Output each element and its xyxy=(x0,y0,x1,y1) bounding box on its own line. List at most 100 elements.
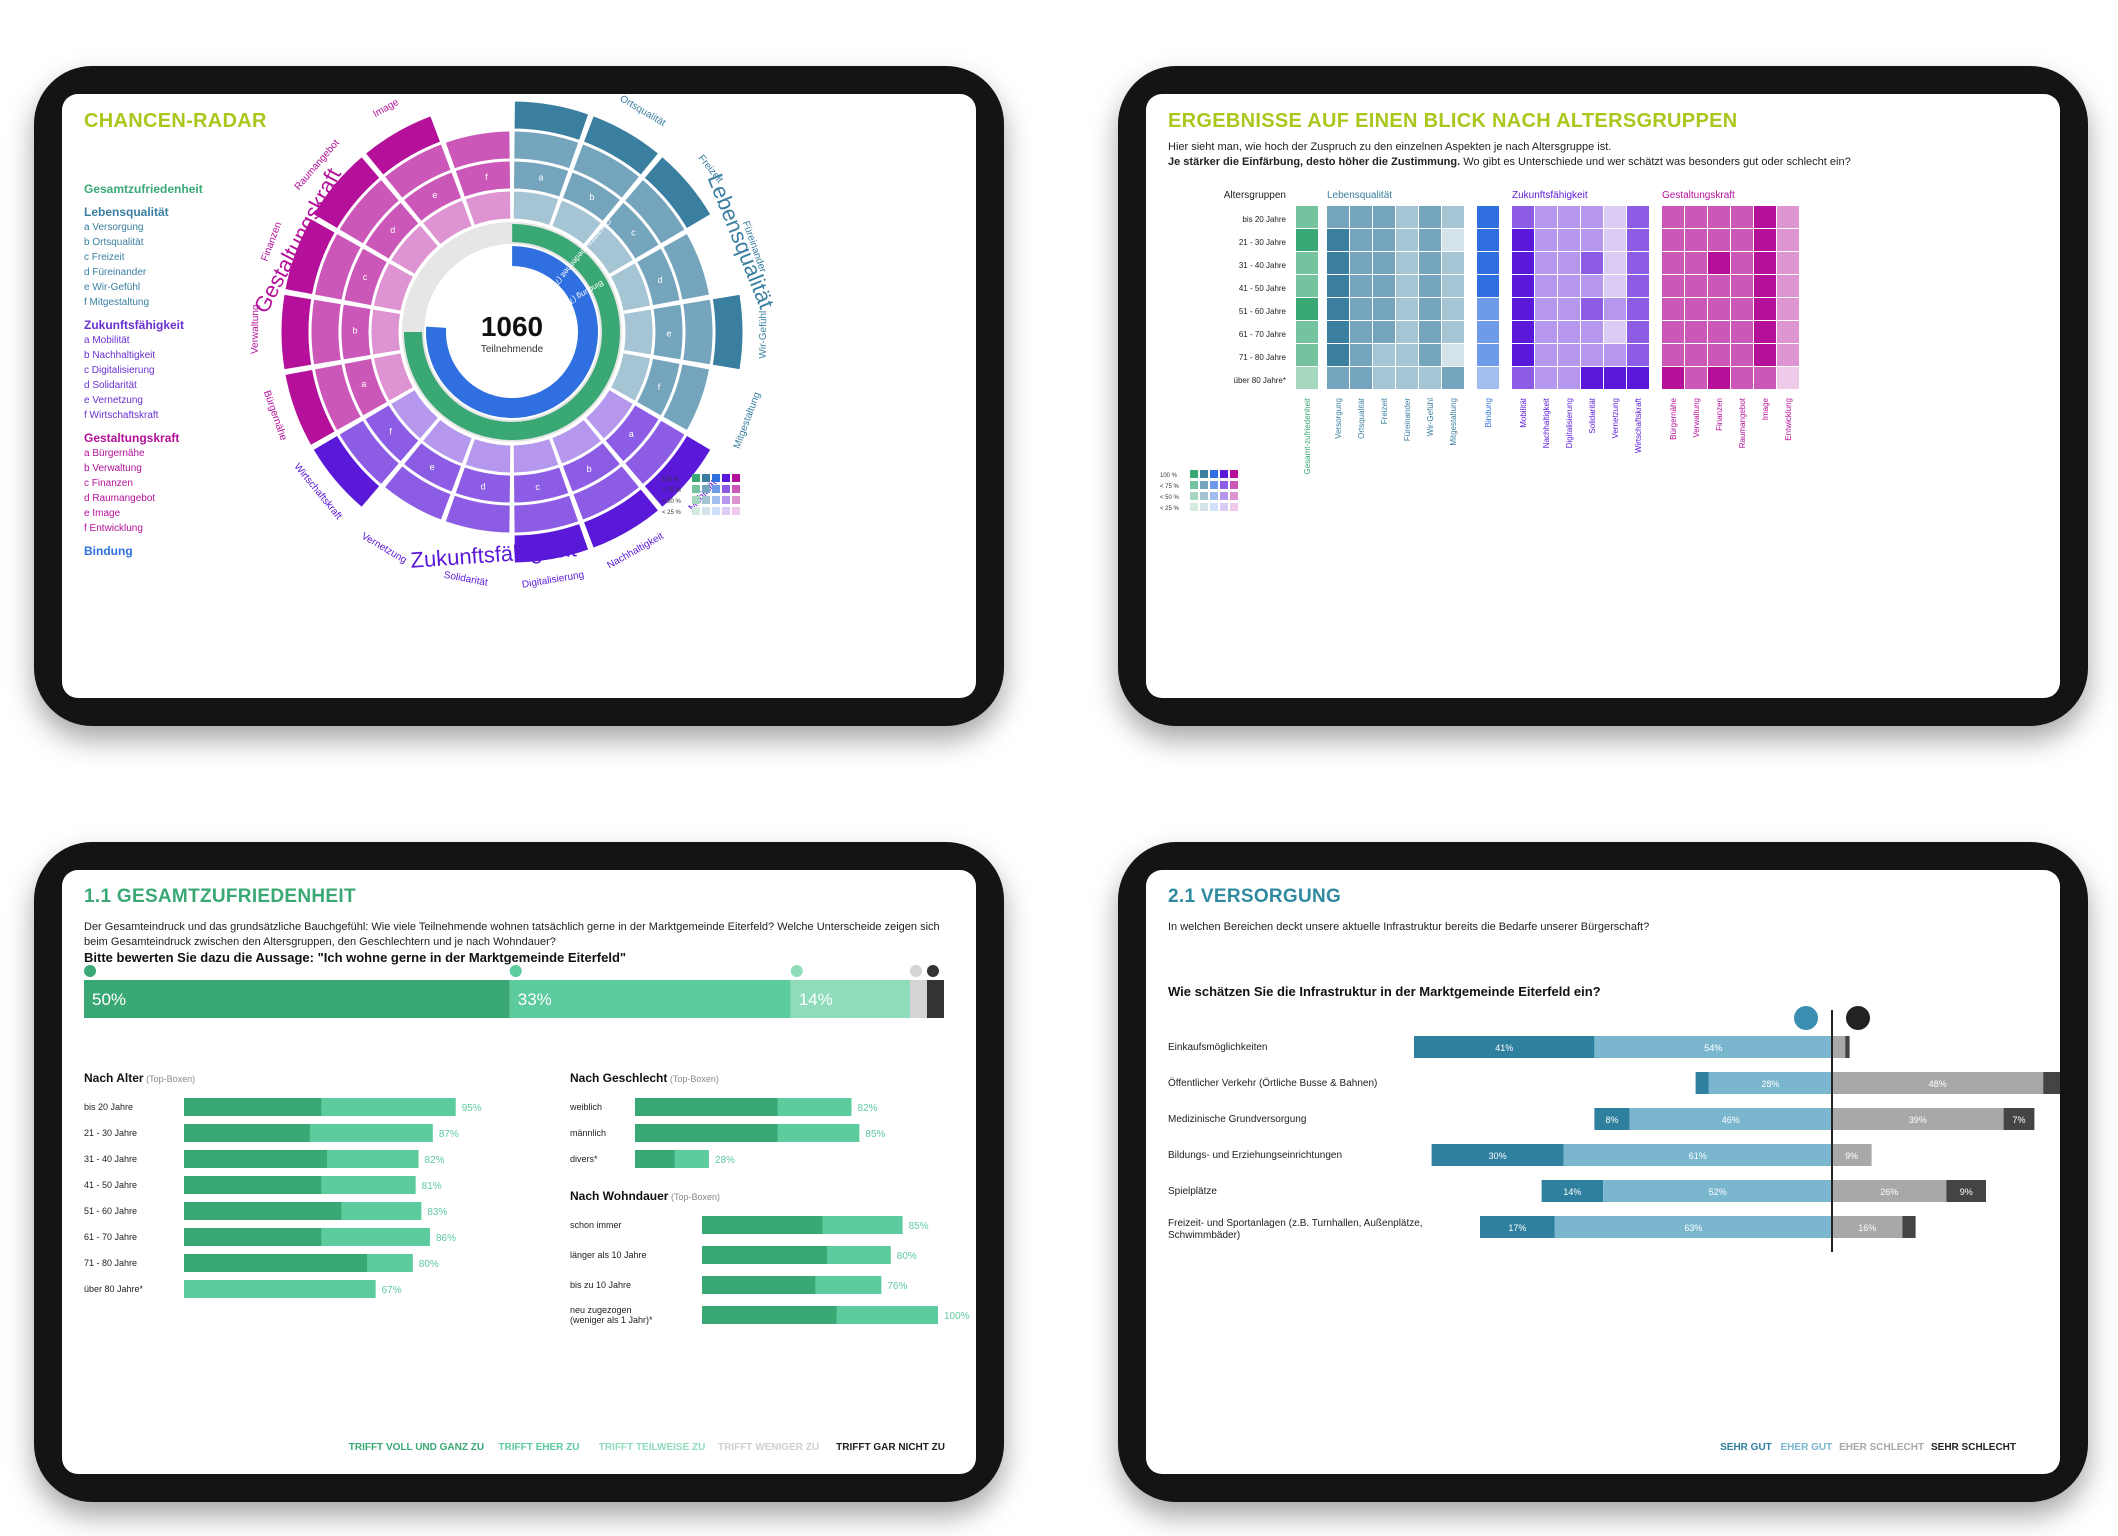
scale-swatch xyxy=(1200,470,1208,478)
screen-satisfaction: 1.1 GESAMTZUFRIEDENHEIT Der Gesamteindru… xyxy=(62,870,976,1474)
legend-item: d Solidarität xyxy=(84,380,137,391)
column-label: Ortsqualität xyxy=(1357,397,1366,439)
column-label: Wir-Gefühl xyxy=(1426,398,1435,436)
heat-cell xyxy=(1627,344,1649,366)
heat-cell xyxy=(1535,275,1557,297)
heat-cell xyxy=(1396,367,1418,389)
group-header: Gestaltungskraft xyxy=(1662,190,1735,201)
heat-cell xyxy=(1731,229,1753,251)
section-title: Nach Alter (Top-Boxen) xyxy=(84,1071,195,1085)
radar-segment xyxy=(340,303,372,361)
segment-letter: c xyxy=(631,227,636,237)
column-label: Verwaltung xyxy=(1692,398,1701,438)
heat-cell xyxy=(1627,367,1649,389)
heat-cell xyxy=(1327,275,1349,297)
column-label: Freizeit xyxy=(1380,397,1389,424)
legend-item: b Nachhaltigkeit xyxy=(84,350,156,361)
heat-cell xyxy=(1350,344,1372,366)
heat-cell xyxy=(1350,298,1372,320)
legend-item: EHER SCHLECHT xyxy=(1839,1442,1924,1453)
heat-cell xyxy=(1442,321,1464,343)
heat-cell xyxy=(1627,206,1649,228)
heat-cell xyxy=(1477,252,1499,274)
section-note: (Top-Boxen) xyxy=(667,1074,719,1084)
scale-swatch xyxy=(722,485,730,493)
scale-swatch xyxy=(1200,503,1208,511)
intro-text: Hier sieht man, wie hoch der Zuspruch zu… xyxy=(1168,141,1612,153)
heat-cell xyxy=(1685,344,1707,366)
radar-segment xyxy=(513,494,580,534)
bar-value: 28% xyxy=(1761,1079,1779,1089)
smiley-sad-icon xyxy=(1846,1006,1870,1030)
segment-letter: f xyxy=(485,172,488,182)
legend-item: TRIFFT WENIGER ZU xyxy=(718,1442,819,1453)
sector-label: Solidarität xyxy=(443,570,489,589)
section-title: Nach Geschlecht (Top-Boxen) xyxy=(570,1071,719,1085)
scale-swatch xyxy=(1230,470,1238,478)
radar-segment xyxy=(364,115,442,176)
heat-cell xyxy=(1327,252,1349,274)
heat-cell xyxy=(1581,321,1603,343)
overall-segment xyxy=(926,980,944,1018)
category-label: Schwimmbäder) xyxy=(1168,1230,1240,1241)
scale-swatch xyxy=(692,496,700,504)
scale-swatch xyxy=(732,474,740,482)
radar-segment xyxy=(584,388,635,440)
heat-cell xyxy=(1373,229,1395,251)
bar-sehr-schlecht xyxy=(1845,1036,1850,1058)
heat-cell xyxy=(1708,344,1730,366)
heat-cell xyxy=(1604,206,1626,228)
legend-item: TRIFFT TEILWEISE ZU xyxy=(599,1442,706,1453)
heat-cell xyxy=(1296,298,1318,320)
radar-segment xyxy=(635,357,681,417)
heat-cell xyxy=(1777,275,1799,297)
radar-segment xyxy=(402,441,463,493)
overall-segment xyxy=(84,980,510,1018)
scale-swatch xyxy=(1210,492,1218,500)
radar-segment xyxy=(662,232,711,301)
heat-cell xyxy=(1777,229,1799,251)
radar-segment xyxy=(364,201,420,260)
heat-cell xyxy=(1558,344,1580,366)
versorgung-chart: Wie schätzen Sie die Infrastruktur in de… xyxy=(1168,984,2060,1453)
bar-sehr-schlecht xyxy=(2043,1072,2060,1094)
bar-value: 76% xyxy=(887,1281,907,1292)
bar-value: 41% xyxy=(1495,1043,1513,1053)
scale-swatch xyxy=(712,474,720,482)
legend-item: b Ortsqualität xyxy=(84,237,144,248)
question: Wie schätzen Sie die Infrastruktur in de… xyxy=(1168,984,1601,999)
heat-cell xyxy=(1442,229,1464,251)
heat-cell xyxy=(1296,321,1318,343)
heat-cell xyxy=(1535,252,1557,274)
scale-swatch xyxy=(1200,481,1208,489)
page-intro: In welchen Bereichen deckt unsere aktuel… xyxy=(1168,921,1650,933)
heat-cell xyxy=(1373,344,1395,366)
bar-full xyxy=(635,1124,778,1142)
legend-item: TRIFFT VOLL UND GANZ ZU xyxy=(349,1442,484,1453)
legend-item: f Mitgestaltung xyxy=(84,297,150,308)
bar-full xyxy=(702,1216,823,1234)
heat-cell xyxy=(1754,344,1776,366)
radar-segment xyxy=(284,368,336,447)
category-label: länger als 10 Jahre xyxy=(570,1250,647,1260)
legend-heading: Gestaltungskraft xyxy=(84,431,180,445)
category-label: 51 - 60 Jahre xyxy=(84,1206,137,1216)
overall-segment xyxy=(790,980,910,1018)
sector-label: Vernetzung xyxy=(359,531,408,566)
bar-value: 17% xyxy=(1508,1223,1526,1233)
segment-letter: c xyxy=(535,482,540,492)
heat-cell xyxy=(1442,206,1464,228)
heat-cell xyxy=(1662,229,1684,251)
heat-cell xyxy=(1296,252,1318,274)
heat-cell xyxy=(1350,252,1372,274)
bar-full xyxy=(184,1124,310,1142)
bar-eher-gut xyxy=(1708,1072,1832,1094)
legend-item: SEHR SCHLECHT xyxy=(1931,1442,2016,1453)
row-label: 21 - 30 Jahre xyxy=(1239,238,1287,247)
group-label: Zukunftsfähigkeit xyxy=(410,536,578,573)
heat-cell xyxy=(1731,321,1753,343)
column-label: Solidarität xyxy=(1588,397,1597,433)
bar-value: 85% xyxy=(909,1221,929,1232)
bar-value: 16% xyxy=(1858,1223,1876,1233)
bar-value: 87% xyxy=(439,1129,459,1140)
